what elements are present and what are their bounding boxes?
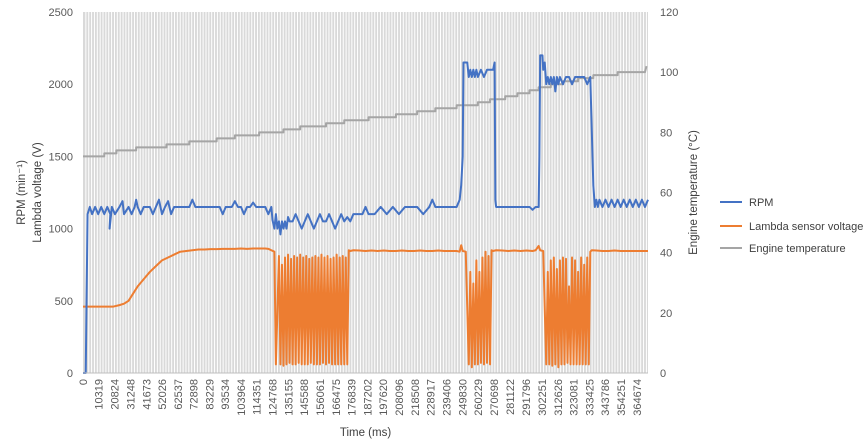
x-tick-label: 312626 <box>553 379 565 416</box>
x-tick-label: 218508 <box>410 379 422 416</box>
y-tick-label-right: 100 <box>660 67 678 79</box>
x-tick-label: 41673 <box>141 379 153 410</box>
x-tick-label: 281122 <box>505 379 517 415</box>
x-tick-label: 197620 <box>378 379 390 416</box>
x-tick-label: 135155 <box>283 379 295 416</box>
x-tick-label: 260229 <box>473 379 485 416</box>
y-tick-label-left: 2000 <box>49 79 73 91</box>
y-tick-label-right: 0 <box>660 368 666 380</box>
axes: 0 500 1000 1500 2000 2500 0 20 40 60 80 100 120 0 1031… <box>49 7 679 416</box>
y-axis-title-temperature: Engine temperature (°C) <box>688 130 700 255</box>
y-axis-title-lambda: Lambda voltage (V) <box>32 142 44 243</box>
y-tick-label-left: 0 <box>67 368 73 380</box>
x-tick-label: 323081 <box>569 379 581 416</box>
x-tick-label: 114351 <box>252 379 264 415</box>
y-tick-label-right: 40 <box>660 248 672 260</box>
y-tick-label-right: 120 <box>660 7 678 19</box>
y-axis-title-rpm: RPM (min⁻¹) <box>16 160 28 225</box>
legend: RPM Lambda sensor voltage Engine tempera… <box>720 197 863 255</box>
y-tick-label-left: 500 <box>55 296 73 308</box>
x-tick-label: 302251 <box>537 379 549 416</box>
x-tick-label: 239406 <box>442 379 454 416</box>
legend-label-temperature: Engine temperature <box>749 243 846 255</box>
series-line-lambda <box>83 244 648 369</box>
y-tick-label-right: 80 <box>660 127 672 139</box>
legend-label-lambda: Lambda sensor voltage <box>749 221 863 233</box>
x-tick-label: 10319 <box>94 379 106 410</box>
legend-label-rpm: RPM <box>749 197 773 209</box>
x-tick-label: 208096 <box>394 379 406 416</box>
x-tick-label: 93534 <box>220 379 232 410</box>
x-tick-label: 291796 <box>521 379 533 416</box>
x-tick-label: 187202 <box>362 379 374 416</box>
x-tick-label: 156061 <box>315 379 327 416</box>
y-tick-label-left: 1000 <box>49 224 73 236</box>
x-tick-label: 228917 <box>426 379 438 416</box>
x-tick-label: 364674 <box>632 379 644 416</box>
x-tick-label: 249830 <box>457 379 469 416</box>
x-tick-label: 0 <box>78 379 90 385</box>
x-tick-label: 124768 <box>267 379 279 416</box>
x-tick-label: 354251 <box>616 379 628 416</box>
x-tick-label: 343786 <box>600 379 612 416</box>
x-tick-label: 145588 <box>299 379 311 416</box>
x-tick-label: 52026 <box>157 379 169 410</box>
x-tick-label: 103964 <box>236 379 248 416</box>
y-tick-label-right: 20 <box>660 308 672 320</box>
y-tick-label-right: 60 <box>660 188 672 200</box>
x-tick-label: 72898 <box>189 379 201 410</box>
x-tick-label: 20824 <box>110 379 122 410</box>
x-tick-label: 176839 <box>347 379 359 416</box>
series-layer <box>83 54 649 374</box>
x-axis-title: Time (ms) <box>340 427 391 439</box>
y-tick-label-left: 1500 <box>49 151 73 163</box>
x-tick-label: 83229 <box>204 379 216 410</box>
y-tick-label-left: 2500 <box>49 7 73 19</box>
x-tick-label: 270698 <box>489 379 501 416</box>
x-tick-label: 31248 <box>125 379 137 410</box>
x-tick-label: 333425 <box>584 379 596 416</box>
x-tick-label: 62537 <box>173 379 185 410</box>
x-tick-label: 166475 <box>331 379 343 416</box>
series-line-rpm <box>83 54 649 374</box>
